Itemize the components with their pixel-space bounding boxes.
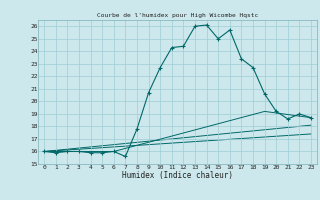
X-axis label: Humidex (Indice chaleur): Humidex (Indice chaleur)	[122, 171, 233, 180]
Title: Courbe de l'humidex pour High Wicombe Hqstc: Courbe de l'humidex pour High Wicombe Hq…	[97, 13, 258, 18]
